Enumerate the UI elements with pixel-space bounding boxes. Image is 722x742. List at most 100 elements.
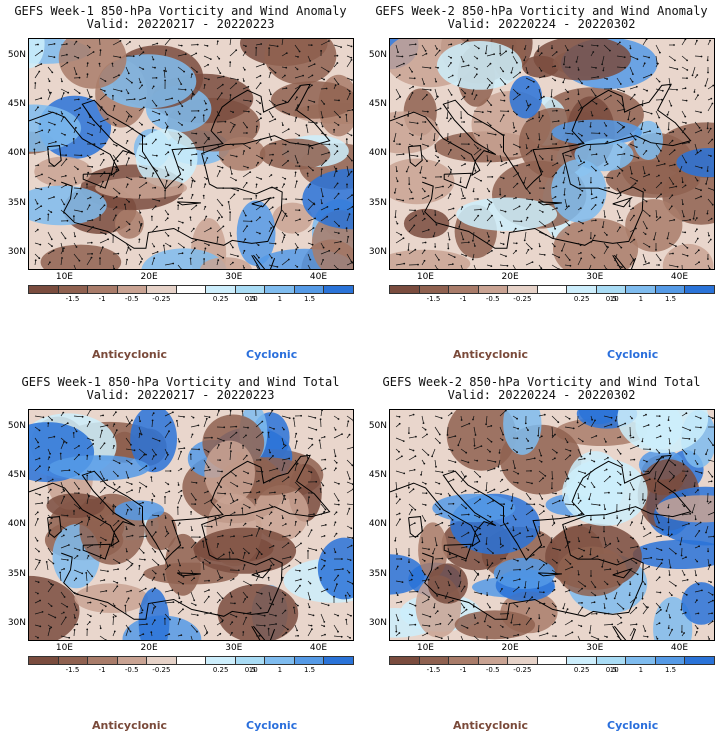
wind-arrow-head <box>260 117 262 120</box>
colorbar-label: 0.5 <box>244 295 256 303</box>
wind-arrow-head <box>492 500 494 502</box>
colorbar-swatch <box>537 286 568 293</box>
wind-arrow-head <box>324 458 327 461</box>
wind-arrow <box>125 110 132 117</box>
wind-arrow-head <box>76 623 79 626</box>
vorticity-shade <box>553 218 639 269</box>
wind-arrow-head <box>232 261 234 264</box>
wind-arrow-head <box>462 640 464 641</box>
wind-arrow-head <box>623 90 625 93</box>
wind-arrow-head <box>595 169 597 172</box>
colorbar-label: 1.5 <box>303 295 316 303</box>
wind-arrow <box>281 556 291 560</box>
wind-arrow <box>642 591 644 599</box>
wind-arrow-head <box>673 44 675 46</box>
wind-arrow <box>346 415 353 421</box>
wind-arrow-head <box>62 411 65 414</box>
wind-arrow <box>34 71 40 79</box>
wind-arrow-head <box>605 125 608 127</box>
colorbar-swatch <box>29 286 59 293</box>
wind-arrow-head <box>63 247 65 250</box>
wind-arrow-head <box>566 477 569 480</box>
wind-arrow-head <box>487 150 490 152</box>
wind-arrow <box>99 238 109 244</box>
wind-arrow <box>177 609 184 615</box>
wind-arrow <box>47 558 54 564</box>
wind-arrow-head <box>99 257 101 260</box>
wind-arrow <box>707 558 710 566</box>
wind-arrow-head <box>516 61 518 64</box>
wind-arrow-head <box>162 573 165 576</box>
wind-arrow <box>99 487 106 494</box>
wind-arrow-head <box>221 216 223 219</box>
wind-arrow <box>447 514 453 521</box>
wind-arrow-head <box>258 491 261 493</box>
wind-arrow-head <box>310 44 313 46</box>
wind-arrow-head <box>514 467 516 469</box>
wind-arrow <box>268 455 274 461</box>
wind-arrow <box>190 613 198 616</box>
wind-arrow-head <box>397 51 399 53</box>
wind-arrow <box>655 163 665 167</box>
wind-arrow-head <box>580 252 582 254</box>
wind-arrow-head <box>194 604 197 606</box>
wind-arrow-head <box>619 436 622 438</box>
wind-arrow <box>307 547 317 551</box>
wind-arrow-head <box>571 631 574 634</box>
vorticity-shade <box>34 156 92 187</box>
wind-arrow-head <box>112 616 115 618</box>
wind-arrow-head <box>436 567 439 569</box>
wind-arrow <box>564 253 570 261</box>
wind-arrow <box>138 535 147 538</box>
wind-arrow-head <box>411 70 413 73</box>
wind-arrow-head <box>324 508 327 511</box>
wind-arrow-head <box>229 61 232 64</box>
wind-arrow <box>447 208 454 211</box>
wind-arrow <box>629 510 634 516</box>
wind-arrow-head <box>439 107 442 110</box>
wind-arrow <box>333 77 339 85</box>
wind-arrow-head <box>674 464 677 467</box>
wind-arrow-head <box>691 74 694 77</box>
wind-arrow-head <box>172 411 174 414</box>
wind-arrow-head <box>661 89 664 92</box>
wind-arrow-head <box>208 589 210 591</box>
wind-arrow-head <box>424 520 427 522</box>
wind-arrow-head <box>258 635 261 637</box>
wind-arrow-head <box>449 193 452 196</box>
wind-arrow <box>434 513 442 516</box>
wind-arrow-head <box>297 604 299 607</box>
colorbar <box>389 285 715 294</box>
wind-arrow-head <box>679 543 682 546</box>
wind-arrow <box>125 128 133 134</box>
wind-arrow <box>229 481 238 487</box>
colorbar-swatch <box>206 286 236 293</box>
wind-arrow-head <box>467 513 470 516</box>
wind-arrow-head <box>117 520 120 522</box>
wind-arrow-head <box>493 488 496 491</box>
wind-arrow <box>525 150 532 156</box>
wind-arrow-head <box>695 574 697 577</box>
wind-arrow-head <box>117 568 119 570</box>
wind-arrow-head <box>171 97 174 100</box>
wind-arrow <box>486 489 495 494</box>
wind-arrow-head <box>713 511 714 513</box>
wind-arrow <box>421 195 429 200</box>
wind-arrow-head <box>685 453 688 455</box>
wind-arrow <box>268 623 277 626</box>
wind-arrow-head <box>540 435 543 438</box>
map-panel-1: GEFS Week-1 850-hPa Vorticity and Wind A… <box>0 0 361 371</box>
wind-arrow-head <box>115 166 117 169</box>
wind-arrow-head <box>323 510 326 513</box>
wind-arrow-head <box>115 168 118 171</box>
wind-arrow-head <box>503 134 505 136</box>
wind-arrow-head <box>455 555 458 558</box>
wind-arrow-head <box>50 238 53 241</box>
wind-arrow-head <box>322 195 324 198</box>
wind-arrow-head <box>334 521 337 524</box>
wind-arrow-head <box>621 464 623 467</box>
wind-arrow-head <box>494 461 497 463</box>
wind-arrow-head <box>399 518 401 521</box>
wind-arrow <box>551 514 555 523</box>
wind-arrow <box>138 97 146 101</box>
